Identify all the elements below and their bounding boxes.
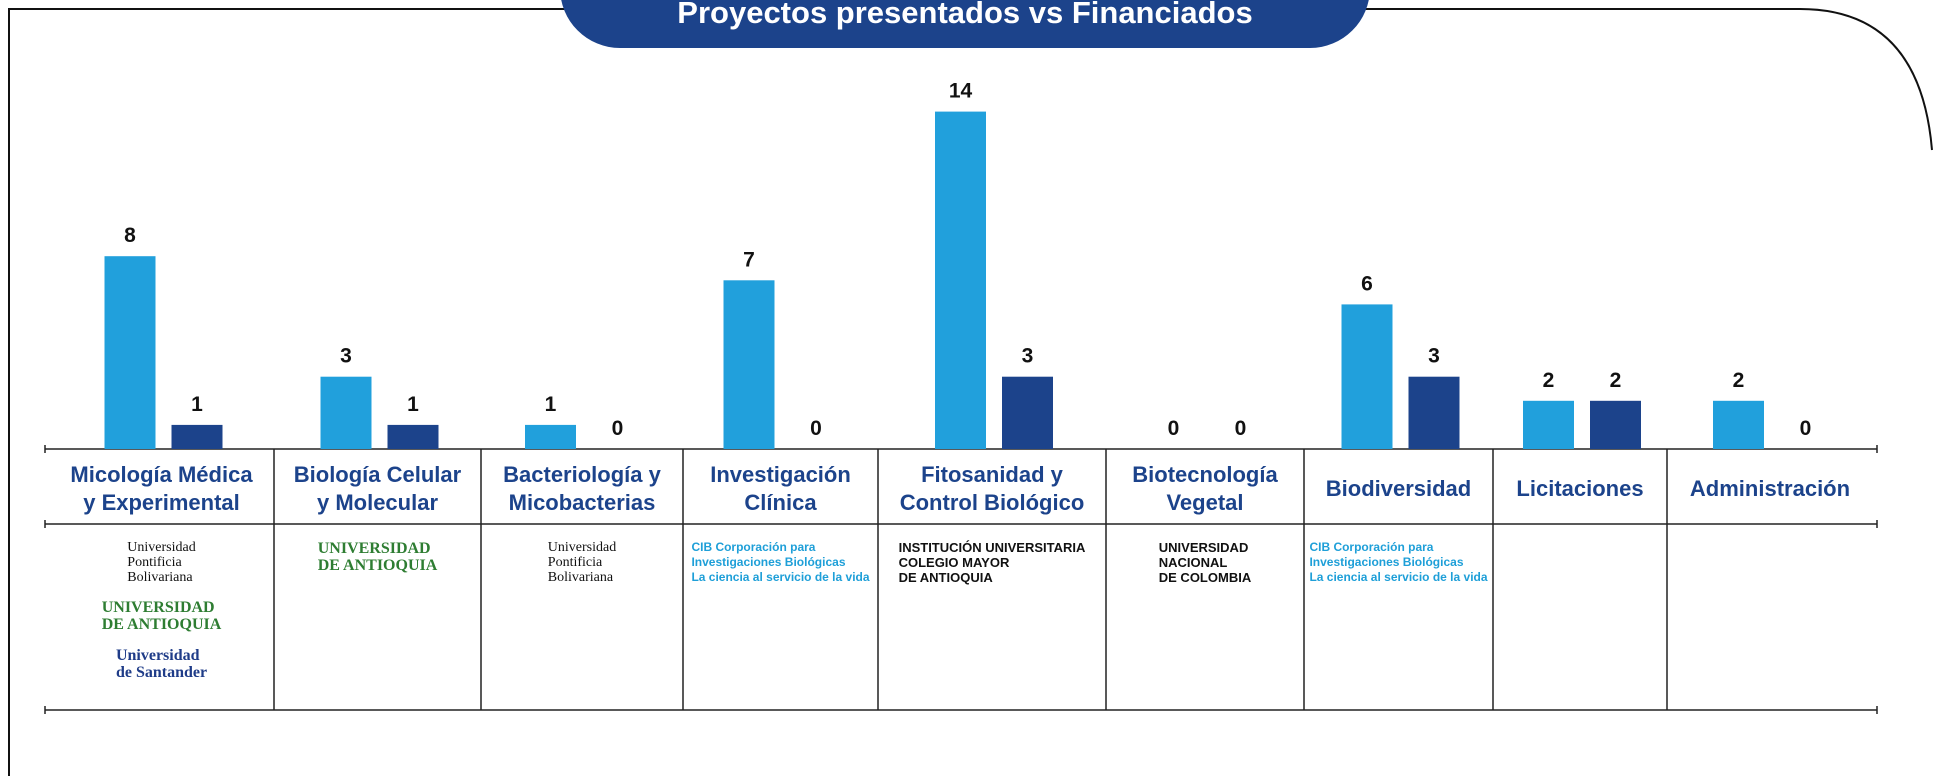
- bar: [171, 424, 223, 449]
- value-label: 1: [191, 393, 203, 416]
- category-label: Fitosanidad y Control Biológico: [899, 462, 1085, 515]
- value-label: 3: [1022, 345, 1034, 368]
- value-label: 1: [407, 393, 419, 416]
- logo: CIB Corporación para Investigaciones Bio…: [691, 540, 870, 584]
- frame: [8, 8, 1933, 776]
- category-label: Investigación Clínica: [710, 462, 851, 515]
- bar: [1590, 400, 1641, 449]
- logo: UNIVERSIDAD DE ANTIOQUIA: [101, 599, 222, 633]
- logo: INSTITUCIÓN UNIVERSITARIA COLEGIO MAYOR …: [898, 540, 1086, 585]
- value-label: 14: [949, 80, 973, 103]
- value-label: 0: [1235, 417, 1247, 440]
- value-label: 8: [124, 224, 136, 247]
- bar: [320, 376, 372, 449]
- value-label: 0: [1168, 417, 1180, 440]
- bar: [1408, 376, 1460, 449]
- logo-group: CIB Corporación para Investigaciones Bio…: [1304, 540, 1493, 585]
- logo-group: Universidad Pontificia Bolivariana: [481, 540, 683, 585]
- logo: Universidad de Santander: [115, 647, 208, 681]
- category-label: Biodiversidad: [1325, 476, 1472, 501]
- logo-group: CIB Corporación para Investigaciones Bio…: [683, 540, 878, 585]
- chart-title: Proyectos presentados vs Financiados: [560, 0, 1370, 48]
- value-label: 2: [1610, 369, 1622, 392]
- value-label: 1: [545, 393, 557, 416]
- logo: Universidad Pontificia Bolivariana: [127, 540, 196, 585]
- value-label: 7: [743, 248, 755, 271]
- bar: [1523, 400, 1574, 449]
- logo: UNIVERSIDAD NACIONAL DE COLOMBIA: [1158, 540, 1252, 585]
- value-label: 6: [1361, 272, 1373, 295]
- bar: [1002, 376, 1053, 449]
- category-label: Bacteriología y Micobacterias: [503, 462, 661, 515]
- value-label: 3: [1428, 345, 1440, 368]
- logo: Universidad Pontificia Bolivariana: [547, 540, 617, 585]
- category-label: Biología Celular y Molecular: [293, 462, 462, 515]
- value-label: 0: [810, 417, 822, 440]
- category-label: Licitaciones: [1516, 476, 1644, 501]
- logo: UNIVERSIDAD DE ANTIOQUIA: [317, 540, 438, 574]
- bar: [387, 424, 439, 449]
- value-label: 2: [1733, 369, 1745, 392]
- logo-group: Universidad Pontificia Bolivariana UNIVER…: [49, 540, 274, 681]
- value-label: 0: [1800, 417, 1812, 440]
- logo-group: INSTITUCIÓN UNIVERSITARIA COLEGIO MAYOR …: [878, 540, 1106, 585]
- bar: [935, 111, 986, 449]
- bar: [1713, 400, 1764, 449]
- value-label: 3: [340, 345, 352, 368]
- category-label: Administración: [1689, 476, 1851, 501]
- value-label: 0: [612, 417, 624, 440]
- value-label: 2: [1543, 369, 1555, 392]
- category-label: Micología Médica y Experimental: [70, 462, 253, 515]
- logo: CIB Corporación para Investigaciones Bio…: [1309, 540, 1488, 584]
- bar: [104, 256, 156, 449]
- logo-group: UNIVERSIDAD NACIONAL DE COLOMBIA: [1106, 540, 1304, 585]
- logo-group: UNIVERSIDAD DE ANTIOQUIA: [274, 540, 481, 574]
- bar: [525, 424, 576, 449]
- bar: [1341, 304, 1393, 449]
- bar: [723, 280, 775, 449]
- category-label: Biotecnología Vegetal: [1132, 462, 1278, 515]
